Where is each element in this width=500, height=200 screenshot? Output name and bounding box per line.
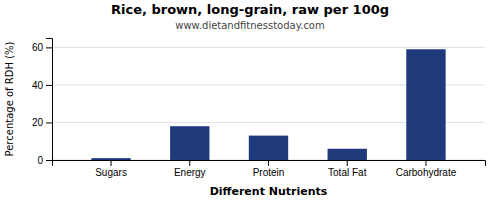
tick: 20 bbox=[32, 117, 52, 128]
subtitle: www.dietandfitnesstoday.com bbox=[175, 20, 324, 31]
tick: 0 bbox=[37, 155, 52, 166]
x-axis-title: Different Nutrients bbox=[210, 185, 328, 198]
tick-mark bbox=[347, 160, 348, 166]
tick-mark bbox=[268, 160, 269, 166]
chart: Rice, brown, long-grain, raw per 100g www… bbox=[0, 0, 500, 200]
tick: Energy bbox=[174, 160, 206, 178]
title: Rice, brown, long-grain, raw per 100g bbox=[111, 2, 389, 17]
tick-label: 0 bbox=[37, 155, 43, 166]
tick-mark bbox=[46, 47, 52, 48]
tick: 40 bbox=[32, 80, 52, 91]
bar bbox=[170, 126, 209, 160]
tick: Carbohydrate bbox=[396, 160, 457, 178]
tick-mark bbox=[189, 160, 190, 166]
tick-label: Total Fat bbox=[328, 167, 367, 178]
tick-label: Sugars bbox=[95, 167, 127, 178]
bar bbox=[91, 158, 130, 160]
bar bbox=[328, 149, 367, 160]
bar bbox=[249, 136, 288, 160]
tick-mark bbox=[425, 160, 426, 166]
tick-mark bbox=[46, 160, 52, 161]
y-axis: 0 20 40 60 bbox=[32, 39, 53, 166]
axis-line bbox=[46, 39, 53, 161]
tick: Protein bbox=[253, 160, 285, 178]
bar bbox=[406, 49, 445, 160]
axis-line bbox=[53, 161, 486, 167]
tick-mark bbox=[111, 160, 112, 166]
tick-label: 40 bbox=[32, 80, 44, 91]
bars bbox=[91, 49, 445, 160]
tick-label: Protein bbox=[253, 167, 285, 178]
tick: Sugars bbox=[95, 160, 127, 178]
grid bbox=[52, 47, 485, 160]
tick: Total Fat bbox=[328, 160, 367, 178]
tick-label: Carbohydrate bbox=[396, 167, 457, 178]
tick-label: Energy bbox=[174, 167, 206, 178]
y-axis-title: Percentage of RDH (%) bbox=[4, 41, 15, 156]
tick-mark bbox=[46, 85, 52, 86]
grid-line bbox=[52, 47, 485, 48]
tick-label: 20 bbox=[32, 117, 44, 128]
tick-label: 60 bbox=[32, 42, 44, 53]
tick: 60 bbox=[32, 42, 52, 53]
tick-mark bbox=[46, 122, 52, 123]
plot: Sugars Energy Protein Total Fat Carbohydrate… bbox=[32, 39, 486, 179]
x-axis: Sugars Energy Protein Total Fat Carbohydrate bbox=[53, 160, 486, 178]
